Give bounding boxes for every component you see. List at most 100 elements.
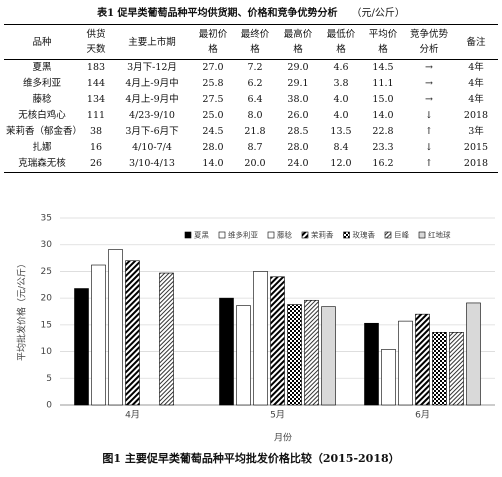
x-tick-label: 5月 — [270, 410, 285, 421]
table-row: 无核白鸡心 111 4/23-9/10 25.0 8.0 26.0 4.0 14.0 ↓ 2018 — [4, 108, 498, 124]
table-cell: 25.0 — [202, 110, 224, 121]
table-cell: 4.0 — [333, 94, 349, 105]
table-row: 扎娜 16 4/10-7/4 28.0 8.7 28.0 8.4 23.3 ↓ 2015 — [4, 140, 498, 156]
table-cell: 4.0 — [333, 110, 349, 121]
table-cell: → — [425, 78, 433, 89]
legend-swatch — [301, 231, 309, 239]
chart: 平均批发价格（元/公斤） 月份 0 5 10 15 20 25 30 35 4月 5月 6月 夏黑 维多… — [16, 214, 495, 444]
y-tick-label: 35 — [41, 214, 52, 224]
table-cell: 16 — [89, 142, 103, 153]
bar — [449, 332, 464, 406]
table-cell: 21.8 — [244, 126, 266, 137]
bar — [398, 320, 413, 406]
table-row: 茉莉香（郁金香） 38 3月下-6月下 24.5 21.8 28.5 13.5 22.8 ↑ 3年 — [4, 124, 498, 140]
table-cell: → — [425, 62, 433, 73]
bar — [91, 264, 106, 406]
table-cell: 23.3 — [372, 142, 394, 153]
table-cell: 11.1 — [372, 78, 394, 89]
legend-swatch — [184, 231, 192, 239]
column-header: 供货天数 — [86, 29, 106, 55]
legend-label: 夏黑 — [194, 231, 209, 240]
bar — [270, 276, 285, 406]
table-cell: 38.0 — [287, 94, 309, 105]
column-header: 最终价格 — [240, 29, 270, 55]
table-cell: 6.2 — [247, 78, 263, 89]
legend-label: 玫瑰香 — [353, 230, 376, 240]
table-cell: 14.0 — [372, 110, 394, 121]
table: 品种 供货天数 主要上市期 最初价格 最终价格 最高价格 最低价格 平均价格 竞争优势分析 备注 … — [4, 24, 498, 173]
table-cell: 克瑞森无核 — [18, 158, 66, 169]
table-cell: 4.6 — [333, 62, 349, 73]
table-cell: 14.0 — [202, 158, 224, 169]
caption: 图1 主要促早类葡萄品种平均批发价格比较（2015-2018） — [102, 452, 400, 465]
legend-swatch — [343, 231, 350, 239]
column-header: 备注 — [466, 36, 486, 48]
bar — [415, 313, 430, 406]
x-axis-label: 月份 — [274, 432, 292, 444]
table-cell: 4月上-9月中 — [125, 94, 179, 105]
x-tick-label: 6月 — [415, 410, 430, 421]
column-header: 竞争优势分析 — [410, 29, 449, 55]
table-cell: 144 — [86, 78, 106, 89]
y-tick-label: 30 — [41, 240, 53, 250]
y-axis-label: 平均批发价格（元/公斤） — [16, 259, 28, 361]
y-tick-label: 5 — [46, 374, 52, 384]
y-tick-label: 15 — [41, 320, 52, 330]
table-cell: 3月下-12月 — [127, 62, 177, 73]
table-cell: 4/23-9/10 — [129, 110, 175, 121]
table-cell: 15.0 — [372, 94, 394, 105]
table-cell: 3月下-6月下 — [125, 126, 179, 137]
bar — [466, 302, 481, 406]
table-cell: 7.2 — [247, 62, 263, 73]
table-body: 夏黑 183 3月下-12月 27.0 7.2 29.0 4.6 14.5 → 4年 维多利亚 144… — [4, 60, 498, 173]
column-header: 最低价格 — [326, 29, 356, 55]
legend-label: 红地球 — [428, 230, 451, 240]
table-cell: 28.5 — [287, 126, 309, 137]
column-header: 平均价格 — [368, 29, 398, 55]
column-header: 主要上市期 — [128, 36, 176, 48]
table-cell: 12.0 — [330, 158, 352, 169]
legend-swatch — [267, 231, 275, 239]
bar — [321, 306, 336, 406]
y-tick-label: 25 — [41, 267, 52, 277]
table-cell: 3.8 — [333, 78, 349, 89]
table-cell: 4年 — [468, 94, 484, 105]
table-cell: 8.4 — [333, 142, 349, 153]
bar — [236, 305, 251, 406]
legend-swatch — [418, 231, 426, 239]
legend-label: 维多利亚 — [228, 230, 258, 240]
table-cell: ↓ — [425, 110, 433, 121]
column-header: 品种 — [32, 36, 52, 48]
table-cell: 13.5 — [330, 126, 352, 137]
table-cell: 20.0 — [244, 158, 266, 169]
table-cell: 183 — [86, 62, 106, 73]
y-tick-label: 0 — [46, 401, 52, 411]
table-cell: 2015 — [463, 142, 489, 153]
table-cell: 8.7 — [247, 142, 263, 153]
table-cell: 16.2 — [372, 158, 394, 169]
table-cell: 藤稔 — [32, 94, 52, 105]
table-cell: 维多利亚 — [22, 78, 61, 89]
bar — [287, 304, 302, 406]
unit: （元/公斤） — [351, 8, 405, 19]
table-title: 表1 促早类葡萄品种平均供货期、价格和竞争优势分析 （元/公斤） — [0, 4, 502, 19]
table-cell: 4月上-9月中 — [125, 78, 179, 89]
bar — [253, 271, 268, 406]
table-cell: 2018 — [463, 158, 489, 169]
table-row: 藤稔 134 4月上-9月中 27.5 6.4 38.0 4.0 15.0 → 4年 — [4, 92, 498, 108]
table-cell: 无核白鸡心 — [18, 110, 66, 121]
column-header: 最高价格 — [283, 29, 313, 55]
y-tick-label: 10 — [41, 347, 53, 357]
legend-label: 茉莉香 — [311, 230, 334, 240]
bar — [432, 332, 447, 406]
table-cell: 27.0 — [202, 62, 224, 73]
legend-swatch — [218, 231, 226, 239]
table-cell: 夏黑 — [32, 62, 52, 73]
table-cell: 4年 — [468, 78, 484, 89]
table-row: 维多利亚 144 4月上-9月中 25.8 6.2 29.1 3.8 11.1 → 4年 — [4, 76, 498, 92]
table-cell: 38 — [89, 126, 103, 137]
table-cell: 2018 — [463, 110, 489, 121]
table-cell: 22.8 — [372, 126, 394, 137]
table-cell: 8.0 — [247, 110, 263, 121]
